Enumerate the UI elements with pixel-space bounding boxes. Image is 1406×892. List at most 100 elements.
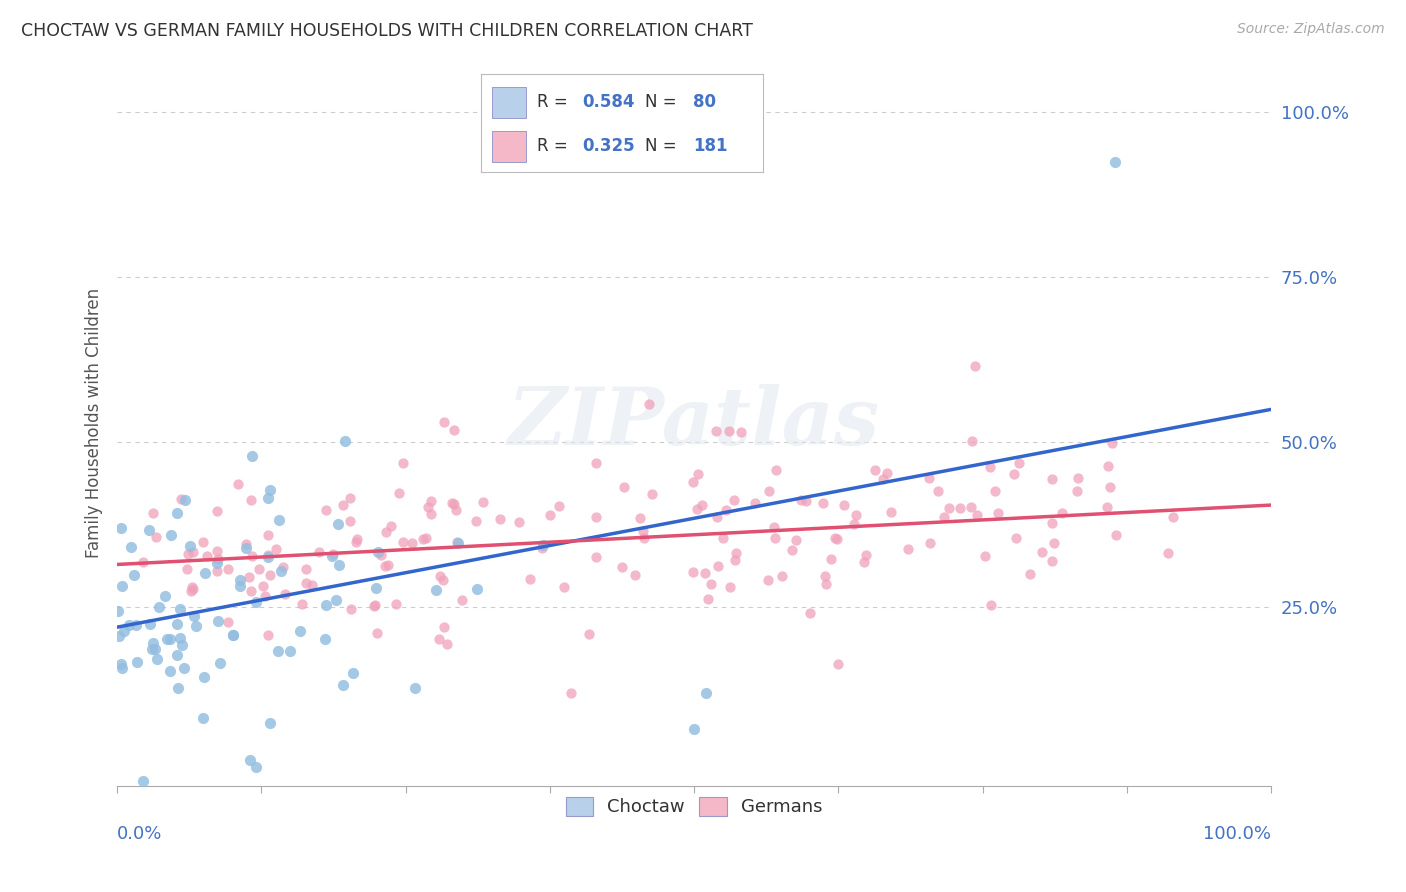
Point	[139, 617, 162, 632]
Point	[863, 462, 886, 476]
Point	[107, 629, 129, 643]
Text: ZIPatlas: ZIPatlas	[508, 384, 880, 461]
Point	[122, 568, 145, 582]
Point	[446, 535, 468, 549]
Point	[1157, 546, 1180, 560]
Point	[170, 491, 193, 506]
Point	[789, 493, 811, 508]
Point	[392, 456, 415, 470]
Point	[624, 567, 647, 582]
Point	[1097, 500, 1119, 514]
Point	[538, 508, 561, 523]
Point	[682, 565, 704, 579]
Point	[585, 549, 607, 564]
Point	[339, 491, 361, 505]
Point	[744, 496, 766, 510]
Point	[328, 558, 350, 573]
Point	[308, 545, 330, 559]
Point	[585, 456, 607, 470]
Point	[966, 508, 988, 522]
Point	[344, 535, 367, 549]
Point	[980, 598, 1002, 612]
Point	[226, 476, 249, 491]
Point	[815, 576, 838, 591]
Point	[321, 549, 343, 563]
Point	[159, 527, 181, 541]
Point	[983, 484, 1005, 499]
Point	[1101, 435, 1123, 450]
Point	[325, 593, 347, 607]
Point	[142, 636, 165, 650]
Point	[181, 580, 204, 594]
Point	[1040, 472, 1063, 486]
Point	[375, 525, 398, 540]
Point	[194, 566, 217, 580]
Point	[1104, 154, 1126, 169]
Point	[239, 753, 262, 767]
Point	[264, 541, 287, 556]
Point	[488, 512, 510, 526]
Point	[987, 506, 1010, 520]
Point	[704, 425, 727, 439]
Point	[814, 569, 837, 583]
Point	[1067, 471, 1090, 485]
Point	[339, 514, 361, 528]
Point	[205, 556, 228, 570]
Point	[294, 576, 316, 591]
Point	[110, 657, 132, 672]
Point	[927, 483, 949, 498]
Point	[370, 548, 392, 562]
Text: Source: ZipAtlas.com: Source: ZipAtlas.com	[1237, 22, 1385, 37]
Point	[342, 665, 364, 680]
Point	[380, 518, 402, 533]
Point	[266, 644, 288, 658]
Point	[443, 424, 465, 438]
Point	[205, 503, 228, 517]
Point	[238, 569, 260, 583]
Point	[718, 424, 741, 438]
Point	[222, 627, 245, 641]
Point	[641, 487, 664, 501]
Point	[363, 599, 385, 614]
Point	[938, 500, 960, 515]
Point	[388, 486, 411, 500]
Point	[166, 506, 188, 520]
Point	[374, 558, 396, 573]
Point	[141, 642, 163, 657]
Point	[229, 579, 252, 593]
Point	[166, 648, 188, 662]
Point	[222, 628, 245, 642]
Point	[758, 483, 780, 498]
Point	[1018, 566, 1040, 581]
Point	[229, 574, 252, 588]
Point	[239, 493, 262, 508]
Point	[433, 620, 456, 634]
Point	[723, 553, 745, 567]
Point	[1005, 531, 1028, 545]
Point	[756, 573, 779, 587]
Point	[110, 521, 132, 535]
Point	[177, 547, 200, 561]
Point	[429, 569, 451, 583]
Point	[960, 500, 983, 515]
Text: 100.0%: 100.0%	[1204, 825, 1271, 844]
Point	[949, 500, 972, 515]
Point	[366, 626, 388, 640]
Point	[631, 524, 654, 539]
Point	[256, 491, 278, 505]
Point	[845, 508, 868, 523]
Point	[125, 618, 148, 632]
Point	[799, 606, 821, 620]
Point	[613, 480, 636, 494]
Point	[785, 533, 807, 548]
Point	[181, 582, 204, 597]
Point	[183, 545, 205, 559]
Point	[247, 562, 270, 576]
Point	[464, 514, 486, 528]
Point	[207, 615, 229, 629]
Point	[683, 723, 706, 737]
Point	[148, 599, 170, 614]
Point	[1161, 509, 1184, 524]
Point	[1040, 554, 1063, 568]
Point	[257, 549, 280, 564]
